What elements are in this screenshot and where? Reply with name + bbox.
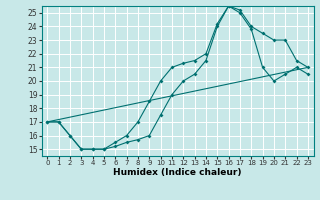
X-axis label: Humidex (Indice chaleur): Humidex (Indice chaleur) [113,168,242,177]
